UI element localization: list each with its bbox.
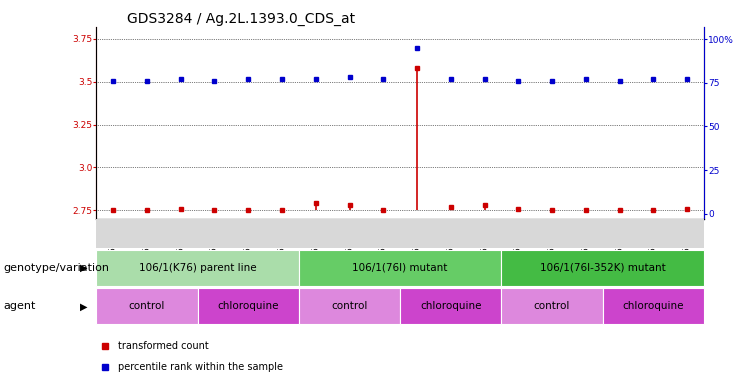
Text: chloroquine: chloroquine: [420, 301, 482, 311]
Text: ▶: ▶: [80, 301, 87, 311]
Bar: [502, 250, 704, 286]
Text: agent: agent: [4, 301, 36, 311]
Text: control: control: [129, 301, 165, 311]
Text: GDS3284 / Ag.2L.1393.0_CDS_at: GDS3284 / Ag.2L.1393.0_CDS_at: [127, 12, 355, 26]
Bar: [96, 250, 299, 286]
Text: chloroquine: chloroquine: [622, 301, 684, 311]
Text: chloroquine: chloroquine: [218, 301, 279, 311]
Bar: [400, 288, 502, 324]
Text: percentile rank within the sample: percentile rank within the sample: [118, 362, 282, 372]
Text: control: control: [331, 301, 368, 311]
Text: 106/1(K76) parent line: 106/1(K76) parent line: [139, 263, 256, 273]
Bar: [602, 288, 704, 324]
Bar: [198, 288, 299, 324]
Text: 106/1(76I-352K) mutant: 106/1(76I-352K) mutant: [539, 263, 665, 273]
Text: genotype/variation: genotype/variation: [4, 263, 110, 273]
Bar: [299, 250, 502, 286]
Bar: [299, 288, 400, 324]
Text: 106/1(76I) mutant: 106/1(76I) mutant: [353, 263, 448, 273]
Text: control: control: [534, 301, 571, 311]
Text: transformed count: transformed count: [118, 341, 208, 351]
Bar: [96, 288, 198, 324]
Bar: [502, 288, 602, 324]
Text: ▶: ▶: [80, 263, 87, 273]
